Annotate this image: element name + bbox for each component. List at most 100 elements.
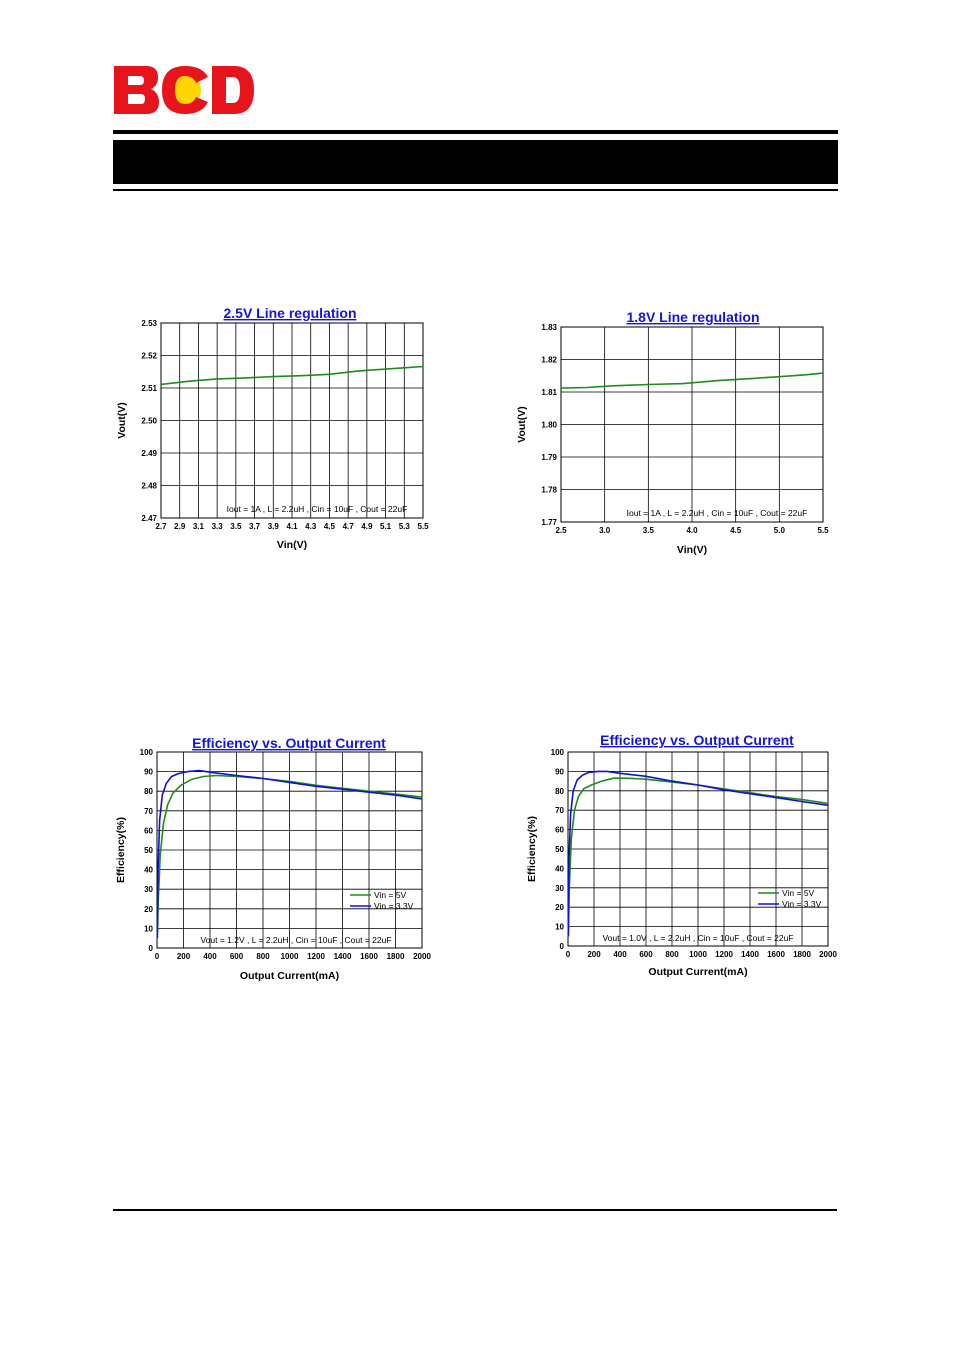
x-tick-label: 4.5 [730,526,742,535]
y-tick-label: 20 [555,903,564,912]
x-tick-label: 2000 [413,952,431,961]
footer-rule [113,1209,837,1211]
y-tick-label: 80 [555,787,564,796]
y-tick-label: 2.49 [141,449,157,458]
y-tick-label: 100 [551,748,565,757]
y-tick-label: 10 [144,924,153,933]
chart-annotation: Iout = 1A , L = 2.2uH , Cin = 10uF , Cou… [227,504,408,514]
y-tick-label: 50 [555,845,564,854]
x-tick-label: 3.7 [249,522,261,531]
x-tick-label: 3.5 [230,522,242,531]
header-title-band [113,140,838,184]
y-tick-label: 1.82 [541,356,557,365]
x-tick-label: 2.5 [555,526,567,535]
x-tick-label: 1800 [793,950,811,959]
chart-annotation: Vout = 1.2V , L = 2.2uH , Cin = 10uF , C… [200,935,391,945]
y-axis-label: Efficiency(%) [115,817,127,883]
y-tick-label: 60 [144,826,153,835]
x-tick-label: 5.3 [399,522,411,531]
x-tick-label: 1200 [715,950,733,959]
line-regulation-1v8-chart: 1.8V Line regulation 2.5 3.0 3.5 4.0 4.5 5.0 5.… [516,309,829,556]
series-line-vin-5v [156,774,423,939]
x-tick-label: 3.5 [643,526,655,535]
logo-letter-c [162,66,208,114]
x-tick-label: 5.5 [817,526,829,535]
x-tick-label: 1400 [334,952,352,961]
x-tick-label: 1400 [741,950,759,959]
x-tick-label: 600 [639,950,653,959]
y-axis-label: Efficiency(%) [526,816,538,882]
x-tick-label: 400 [203,952,217,961]
y-tick-label: 2.53 [141,319,157,328]
y-tick-label: 50 [144,846,153,855]
y-tick-label: 1.79 [541,453,557,462]
logo-letter-b [114,66,159,114]
y-tick-label: 60 [555,826,564,835]
line-regulation-2v5-chart: 2.5V Line regulation 2.7 2.9 3.1 3.3 3.5 3.7 3.… [116,305,429,551]
y-tick-label: 1.81 [541,388,557,397]
y-tick-label: 100 [140,748,154,757]
bcd-logo [114,66,254,114]
plot-frame [160,322,424,519]
y-tick-label: 40 [144,866,153,875]
chart-title: 1.8V Line regulation [626,309,759,325]
x-tick-label: 2.7 [155,522,167,531]
header-rule-top [113,130,838,134]
y-tick-label: 1.77 [541,518,557,527]
y-tick-label: 30 [144,885,153,894]
x-tick-label: 2.9 [174,522,186,531]
plot-frame [156,751,423,949]
x-tick-label: 800 [665,950,679,959]
legend-label: Vin = 5V [374,890,407,900]
x-axis-label: Vin(V) [277,539,307,551]
y-tick-label: 2.48 [141,482,157,491]
x-tick-label: 1000 [281,952,299,961]
legend-label: Vin = 5V [782,888,815,898]
header-rule-bottom [113,189,838,191]
chart-title: Efficiency vs. Output Current [192,735,386,751]
series-line-vin-3-3v [156,769,423,939]
x-tick-label: 1800 [387,952,405,961]
y-tick-label: 1.83 [541,323,557,332]
x-tick-label: 0 [566,950,571,959]
x-tick-label: 4.1 [286,522,298,531]
x-tick-label: 5.1 [380,522,392,531]
legend-label: Vin = 3.3V [782,899,822,909]
x-tick-label: 3.0 [599,526,611,535]
x-tick-label: 3.3 [212,522,224,531]
y-tick-label: 90 [144,768,153,777]
x-tick-label: 1000 [689,950,707,959]
y-tick-label: 2.47 [141,514,157,523]
x-tick-label: 4.7 [343,522,355,531]
y-tick-label: 1.80 [541,421,557,430]
x-tick-label: 1200 [307,952,325,961]
chart-title: Efficiency vs. Output Current [600,732,794,748]
x-tick-label: 4.0 [686,526,698,535]
y-axis-label: Vout(V) [516,406,528,443]
series-line-vin-3-3v [567,770,829,937]
x-tick-label: 1600 [360,952,378,961]
chart-annotation: Vout = 1.0V , L = 2.2uH , Cin = 10uF , C… [602,933,793,943]
y-tick-label: 1.78 [541,486,557,495]
x-tick-label: 2000 [819,950,837,959]
chart-annotation: Iout = 1A , L = 2.2uH , Cin = 10uF , Cou… [627,508,808,518]
y-tick-label: 0 [560,942,565,951]
x-tick-label: 3.1 [193,522,205,531]
x-tick-label: 800 [256,952,270,961]
y-tick-label: 70 [555,806,564,815]
x-tick-label: 1600 [767,950,785,959]
x-tick-label: 5.5 [417,522,429,531]
x-axis-label: Output Current(mA) [648,966,747,978]
y-tick-label: 80 [144,787,153,796]
x-tick-label: 0 [155,952,160,961]
y-tick-label: 2.52 [141,352,157,361]
y-tick-label: 10 [555,923,564,932]
x-tick-label: 200 [587,950,601,959]
x-tick-label: 5.0 [774,526,786,535]
x-tick-label: 600 [230,952,244,961]
y-tick-label: 30 [555,884,564,893]
plot-frame [560,326,824,523]
y-tick-label: 2.50 [141,417,157,426]
x-tick-label: 400 [613,950,627,959]
